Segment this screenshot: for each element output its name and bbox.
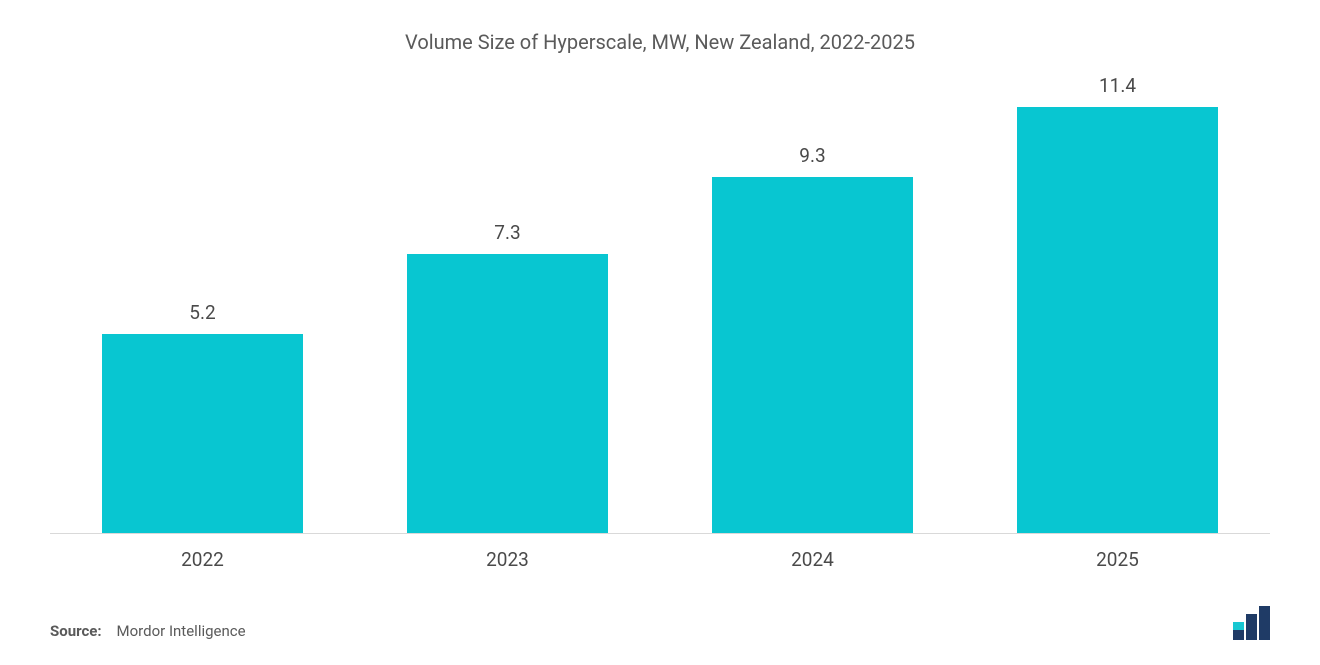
bars-row: 5.2 7.3 9.3 11.4 <box>50 74 1270 534</box>
bar <box>1017 107 1218 533</box>
chart-container: Volume Size of Hyperscale, MW, New Zeala… <box>0 0 1320 665</box>
bar-value-label: 5.2 <box>189 301 215 324</box>
bar-group: 7.3 <box>373 74 641 533</box>
source-line: Source: Mordor Intelligence <box>50 622 246 640</box>
plot-area: 5.2 7.3 9.3 11.4 <box>50 74 1270 534</box>
bar <box>407 254 608 533</box>
source-label: Source: <box>50 622 102 640</box>
chart-footer: Source: Mordor Intelligence <box>50 606 1270 640</box>
x-axis-tick-label: 2024 <box>678 548 946 571</box>
bar-group: 9.3 <box>678 74 946 533</box>
bar-value-label: 9.3 <box>799 144 825 167</box>
x-axis-tick-label: 2023 <box>373 548 641 571</box>
x-axis-tick-label: 2025 <box>983 548 1251 571</box>
bar-value-label: 7.3 <box>494 221 520 244</box>
bar-value-label: 11.4 <box>1099 74 1136 97</box>
bar <box>102 334 303 533</box>
bar <box>712 177 913 533</box>
source-value: Mordor Intelligence <box>117 622 246 640</box>
bar-group: 5.2 <box>68 74 336 533</box>
chart-title: Volume Size of Hyperscale, MW, New Zeala… <box>50 30 1270 54</box>
bar-group: 11.4 <box>983 74 1251 533</box>
brand-logo-icon <box>1233 606 1270 640</box>
x-axis-tick-label: 2022 <box>68 548 336 571</box>
x-axis-labels: 2022 2023 2024 2025 <box>50 548 1270 571</box>
